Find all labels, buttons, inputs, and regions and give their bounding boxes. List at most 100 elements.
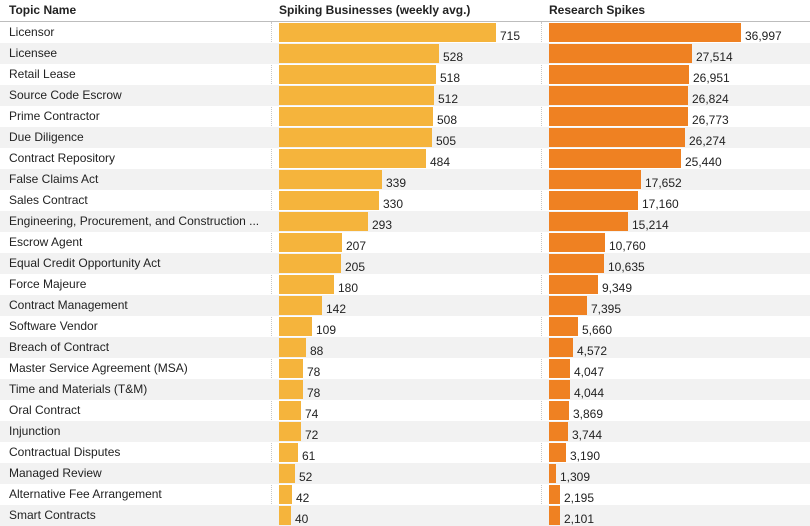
- research-value-label: 26,274: [689, 134, 726, 148]
- table-row[interactable]: Escrow Agent 207 10,760: [0, 232, 810, 253]
- businesses-bar[interactable]: [279, 233, 342, 252]
- businesses-bar[interactable]: [279, 464, 295, 483]
- table-row[interactable]: Alternative Fee Arrangement 42 2,195: [0, 484, 810, 505]
- table-row[interactable]: Injunction 72 3,744: [0, 421, 810, 442]
- research-bar[interactable]: [549, 128, 685, 147]
- topic-name: Licensee: [9, 46, 58, 60]
- research-bar[interactable]: [549, 212, 628, 231]
- research-value-label: 15,214: [632, 218, 669, 232]
- businesses-value-label: 205: [345, 260, 366, 274]
- table-row[interactable]: Source Code Escrow 512 26,824: [0, 85, 810, 106]
- research-bar[interactable]: [549, 359, 570, 378]
- topic-name: Time and Materials (T&M): [9, 382, 148, 396]
- businesses-bar[interactable]: [279, 170, 382, 189]
- research-bar[interactable]: [549, 254, 604, 273]
- topic-name: Engineering, Procurement, and Constructi…: [9, 214, 260, 228]
- businesses-value-label: 339: [386, 176, 407, 190]
- topic-name: Managed Review: [9, 466, 102, 480]
- businesses-bar[interactable]: [279, 128, 432, 147]
- research-bar[interactable]: [549, 170, 641, 189]
- research-bar[interactable]: [549, 485, 560, 504]
- research-bar[interactable]: [549, 107, 688, 126]
- table-row[interactable]: Smart Contracts 40 2,101: [0, 505, 810, 526]
- businesses-bar[interactable]: [279, 23, 496, 42]
- businesses-bar[interactable]: [279, 44, 439, 63]
- businesses-value-label: 484: [430, 155, 451, 169]
- table-row[interactable]: Retail Lease 518 26,951: [0, 64, 810, 85]
- topic-name: Contract Repository: [9, 151, 116, 165]
- research-column-header[interactable]: Research Spikes: [549, 3, 646, 17]
- table-row[interactable]: Time and Materials (T&M) 78 4,044: [0, 379, 810, 400]
- table-row[interactable]: Licensor 715 36,997: [0, 22, 810, 43]
- research-bar[interactable]: [549, 422, 568, 441]
- businesses-value-label: 293: [372, 218, 393, 232]
- table-row[interactable]: Sales Contract 330 17,160: [0, 190, 810, 211]
- businesses-bar[interactable]: [279, 485, 292, 504]
- research-value-label: 26,773: [692, 113, 729, 127]
- research-value-label: 17,160: [642, 197, 679, 211]
- research-bar[interactable]: [549, 191, 638, 210]
- table-row[interactable]: Breach of Contract 88 4,572: [0, 337, 810, 358]
- table-row[interactable]: Force Majeure 180 9,349: [0, 274, 810, 295]
- businesses-column-header[interactable]: Spiking Businesses (weekly avg.): [279, 3, 471, 17]
- table-row[interactable]: Oral Contract 74 3,869: [0, 400, 810, 421]
- research-bar[interactable]: [549, 443, 566, 462]
- topic-name: Licensor: [9, 25, 55, 39]
- research-bar[interactable]: [549, 338, 573, 357]
- businesses-bar[interactable]: [279, 149, 426, 168]
- table-row[interactable]: Contract Repository 484 25,440: [0, 148, 810, 169]
- research-value-label: 7,395: [591, 302, 622, 316]
- research-bar[interactable]: [549, 149, 681, 168]
- research-bar[interactable]: [549, 86, 688, 105]
- research-bar[interactable]: [549, 506, 560, 525]
- businesses-bar[interactable]: [279, 296, 322, 315]
- table-row[interactable]: Licensee 528 27,514: [0, 43, 810, 64]
- table-row[interactable]: Software Vendor 109 5,660: [0, 316, 810, 337]
- research-bar[interactable]: [549, 23, 741, 42]
- research-value-label: 4,047: [574, 365, 605, 379]
- businesses-bar[interactable]: [279, 317, 312, 336]
- businesses-bar[interactable]: [279, 254, 341, 273]
- research-bar[interactable]: [549, 65, 689, 84]
- businesses-bar[interactable]: [279, 191, 379, 210]
- table-row[interactable]: Engineering, Procurement, and Constructi…: [0, 211, 810, 232]
- research-bar[interactable]: [549, 401, 569, 420]
- research-bar[interactable]: [549, 317, 578, 336]
- topic-name: Due Diligence: [9, 130, 84, 144]
- table-row[interactable]: Managed Review 52 1,309: [0, 463, 810, 484]
- businesses-bar[interactable]: [279, 359, 303, 378]
- table-row[interactable]: False Claims Act 339 17,652: [0, 169, 810, 190]
- research-bar[interactable]: [549, 296, 587, 315]
- research-bar[interactable]: [549, 464, 556, 483]
- table-row[interactable]: Contract Management 142 7,395: [0, 295, 810, 316]
- businesses-bar[interactable]: [279, 422, 301, 441]
- businesses-bar[interactable]: [279, 506, 291, 525]
- table-row[interactable]: Master Service Agreement (MSA) 78 4,047: [0, 358, 810, 379]
- research-value-label: 4,572: [577, 344, 608, 358]
- businesses-bar[interactable]: [279, 443, 298, 462]
- businesses-value-label: 72: [305, 428, 319, 442]
- research-bar[interactable]: [549, 233, 605, 252]
- businesses-bar[interactable]: [279, 401, 301, 420]
- table-row[interactable]: Prime Contractor 508 26,773: [0, 106, 810, 127]
- research-bar[interactable]: [549, 380, 570, 399]
- businesses-value-label: 508: [437, 113, 458, 127]
- businesses-value-label: 512: [438, 92, 459, 106]
- table-row[interactable]: Due Diligence 505 26,274: [0, 127, 810, 148]
- table-row[interactable]: Equal Credit Opportunity Act 205 10,635: [0, 253, 810, 274]
- businesses-bar[interactable]: [279, 65, 436, 84]
- research-bar[interactable]: [549, 44, 692, 63]
- businesses-bar[interactable]: [279, 86, 434, 105]
- topic-name: Contractual Disputes: [9, 445, 121, 459]
- businesses-value-label: 42: [296, 491, 310, 505]
- businesses-bar[interactable]: [279, 212, 368, 231]
- businesses-bar[interactable]: [279, 380, 303, 399]
- topic-name: Oral Contract: [9, 403, 81, 417]
- businesses-bar[interactable]: [279, 338, 306, 357]
- research-bar[interactable]: [549, 275, 598, 294]
- table-row[interactable]: Contractual Disputes 61 3,190: [0, 442, 810, 463]
- businesses-bar[interactable]: [279, 275, 334, 294]
- businesses-bar[interactable]: [279, 107, 433, 126]
- topic-column-header[interactable]: Topic Name: [9, 3, 77, 17]
- topic-name: Sales Contract: [9, 193, 88, 207]
